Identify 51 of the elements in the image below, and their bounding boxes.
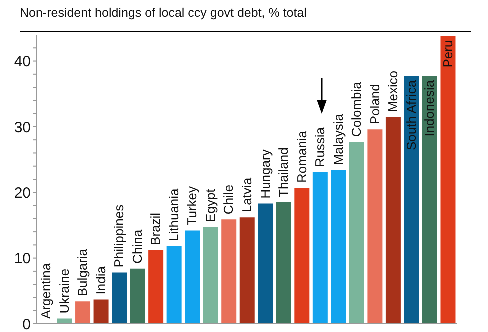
y-tick-label: 0 — [22, 316, 31, 332]
x-tick-label: Poland — [367, 84, 382, 125]
bar — [222, 220, 237, 324]
bar — [294, 188, 310, 324]
x-tick-label: India — [93, 266, 108, 295]
x-tick-label: Malaysia — [330, 113, 346, 166]
bar — [404, 76, 420, 324]
x-tick-label: Colombia — [349, 81, 364, 138]
x-tick-label: Egypt — [202, 188, 218, 222]
x-tick-label: Latvia — [240, 177, 254, 213]
bar — [276, 202, 292, 324]
bar — [331, 170, 346, 324]
bar — [130, 268, 146, 324]
x-tick-label: Chile — [221, 184, 236, 215]
x-tick-label: Ukraine — [56, 268, 72, 314]
x-tick-label: Thailand — [276, 148, 292, 198]
y-tick-label: 20 — [14, 184, 31, 202]
y-tick-label: 10 — [14, 250, 31, 268]
bar — [112, 272, 128, 324]
x-tick-label: China — [130, 229, 145, 264]
bar — [185, 230, 200, 324]
y-tick-label: 40 — [14, 54, 31, 71]
bar — [422, 76, 438, 324]
x-tick-label: Brazil — [148, 212, 164, 246]
bar — [386, 117, 401, 324]
x-tick-label: Romania — [294, 130, 310, 184]
bar — [57, 318, 72, 324]
bar — [258, 204, 274, 324]
bar — [94, 300, 109, 324]
bar — [368, 130, 383, 324]
bar — [240, 218, 255, 324]
x-tick-label: Philippines — [112, 204, 127, 268]
x-tick-label: South Africa — [404, 80, 419, 150]
bar — [312, 172, 328, 324]
x-tick-label: Mexico — [386, 70, 401, 112]
x-tick-label: Hungary — [258, 149, 273, 199]
x-tick-label: Turkey — [184, 186, 200, 226]
x-tick-label: Lithuania — [166, 188, 182, 242]
x-tick-label: Peru — [440, 40, 456, 68]
bar — [203, 227, 218, 324]
bar — [349, 142, 364, 324]
x-tick-label: Russia — [312, 126, 328, 168]
x-tick-label: Argentina — [38, 262, 54, 319]
bar — [148, 250, 164, 324]
x-tick-label: Indonesia — [422, 80, 438, 137]
chart-title: Non-resident holdings of local ccy govt debt, % total — [20, 6, 307, 20]
y-tick-label: 30 — [14, 119, 31, 136]
x-tick-label: Bulgaria — [75, 248, 90, 297]
bar — [440, 36, 456, 324]
bar — [166, 246, 182, 324]
bar — [76, 302, 91, 324]
